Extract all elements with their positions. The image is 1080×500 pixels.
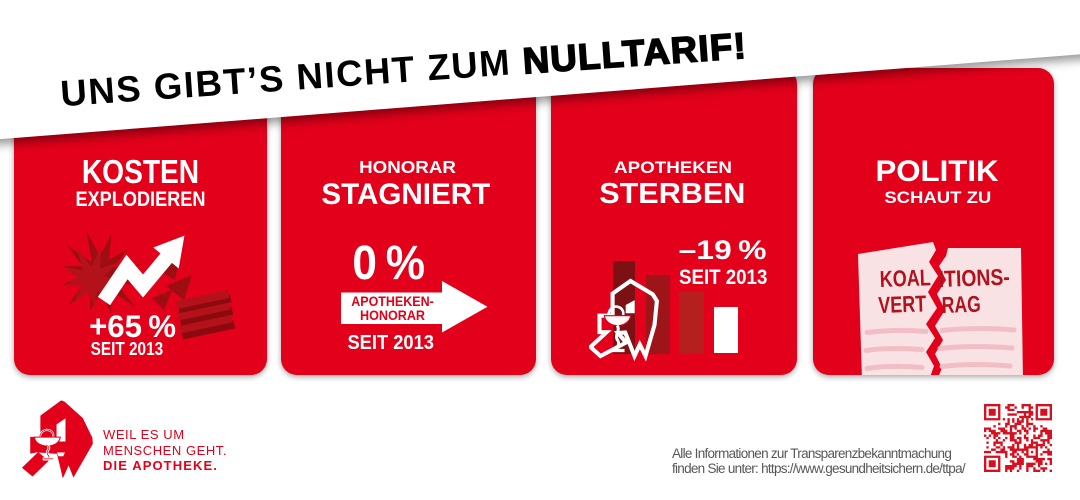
svg-text:HONORAR: HONORAR <box>360 308 425 323</box>
svg-text:VERT: VERT <box>878 290 927 318</box>
svg-text:ITIONS-: ITIONS- <box>938 264 1010 292</box>
svg-text:KOAL: KOAL <box>879 264 931 292</box>
svg-text:APOTHEKEN-: APOTHEKEN- <box>351 294 434 309</box>
svg-text:RAG: RAG <box>941 291 981 318</box>
